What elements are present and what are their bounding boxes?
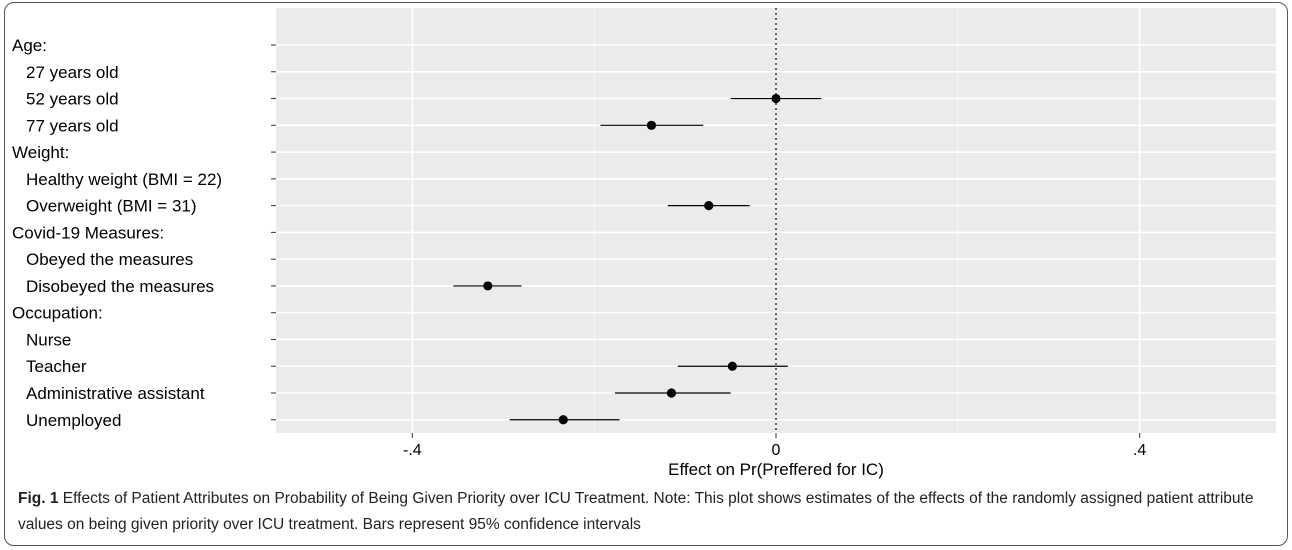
x-tick-label: 0 xyxy=(772,442,781,459)
row-labels: Age: 27 years old 52 years old 77 years old… xyxy=(12,36,222,430)
row-label: Unemployed xyxy=(26,411,121,430)
y-tick-marks xyxy=(271,44,276,421)
x-tick-label: -.4 xyxy=(403,442,422,459)
row-label: Overweight (BMI = 31) xyxy=(26,197,197,216)
x-tick-labels: -.4 0 .4 xyxy=(403,442,1146,459)
point-estimate xyxy=(771,93,781,104)
minor-gridlines xyxy=(593,8,959,433)
point-estimate xyxy=(727,361,737,371)
row-label: 77 years old xyxy=(26,116,119,135)
point-estimate xyxy=(666,388,677,398)
point-estimate xyxy=(558,415,568,425)
row-label: Nurse xyxy=(26,330,71,349)
x-axis-title: Effect on Pr(Preffered for IC) xyxy=(668,460,884,479)
coefficient-plot: Age: 27 years old 52 years old 77 years old… xyxy=(12,8,1276,479)
row-label: Teacher xyxy=(26,357,87,376)
row-label: 27 years old xyxy=(26,63,119,82)
row-label: Healthy weight (BMI = 22) xyxy=(26,170,222,189)
row-label: Disobeyed the measures xyxy=(26,277,214,296)
caption-text: Effects of Patient Attributes on Probabi… xyxy=(18,490,1254,533)
point-estimate xyxy=(483,281,493,291)
row-label: Covid-19 Measures: xyxy=(12,223,164,242)
row-label: Occupation: xyxy=(12,304,103,323)
row-label: Weight: xyxy=(12,143,69,162)
row-label: 52 years old xyxy=(26,90,119,109)
point-estimates xyxy=(483,93,781,425)
x-tick-label: .4 xyxy=(1133,442,1146,459)
point-estimate xyxy=(704,201,714,211)
point-estimate xyxy=(646,120,657,130)
major-gridlines xyxy=(276,8,1276,433)
row-label: Obeyed the measures xyxy=(26,250,193,269)
row-label: Age: xyxy=(12,36,47,55)
figure-label: Fig. 1 xyxy=(18,490,59,507)
x-tick-marks xyxy=(411,433,1141,438)
figure-caption: Fig. 1 Effects of Patient Attributes on … xyxy=(18,486,1280,538)
row-label: Administrative assistant xyxy=(26,384,205,403)
